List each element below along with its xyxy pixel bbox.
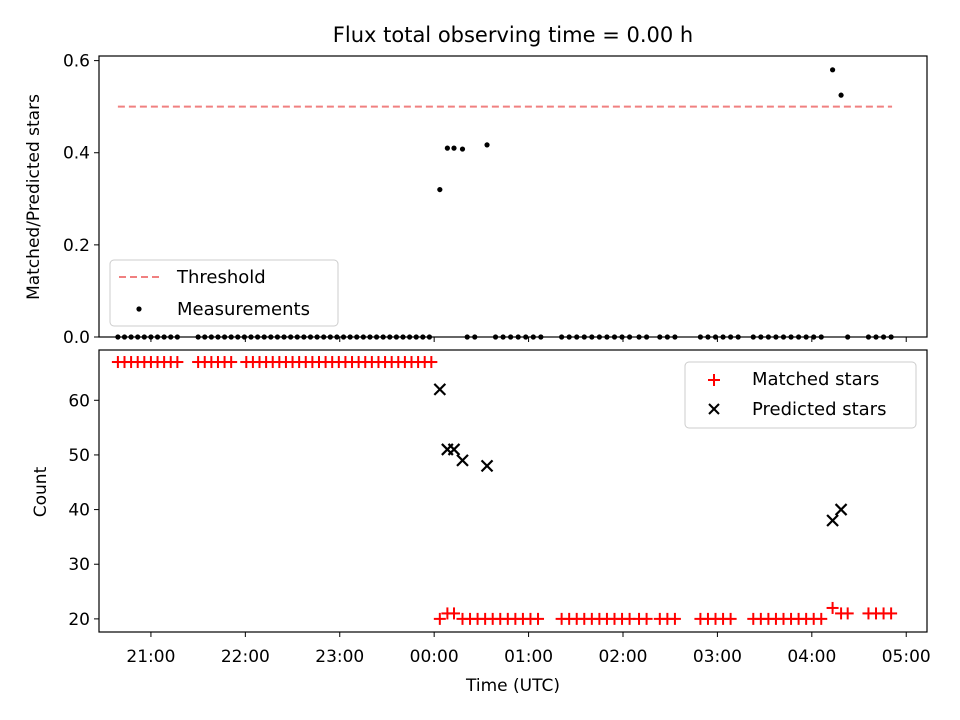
top-y-tick-label: 0.6 bbox=[63, 52, 90, 72]
predicted-star-point bbox=[480, 459, 494, 473]
predicted-star-point bbox=[826, 514, 839, 527]
top-y-tick-label: 0.0 bbox=[63, 328, 90, 348]
bottom-y-tick-label: 40 bbox=[68, 501, 90, 521]
bottom-y-tick-label: 60 bbox=[68, 391, 90, 411]
legend-predicted-label: Predicted stars bbox=[752, 399, 886, 420]
top-plot-frame bbox=[98, 55, 928, 338]
matched-star-point bbox=[668, 612, 681, 625]
measurement-point bbox=[829, 67, 836, 73]
x-tick-label: 01:00 bbox=[504, 647, 553, 667]
matched-star-point bbox=[724, 612, 737, 625]
matched-stars-series bbox=[111, 356, 898, 625]
x-tick-label: 05:00 bbox=[882, 647, 931, 667]
matched-star-point bbox=[433, 612, 446, 625]
matched-star-point bbox=[841, 607, 854, 620]
legend-matched-swatch bbox=[708, 374, 720, 386]
matched-star-point bbox=[640, 612, 653, 625]
matched-star-point bbox=[425, 356, 438, 369]
measurement-point bbox=[484, 142, 490, 148]
legend-matched-label: Matched stars bbox=[752, 369, 879, 390]
bottom-y-tick-label: 20 bbox=[68, 610, 90, 630]
bottom-plot-frame bbox=[98, 349, 928, 633]
top-y-axis-label: Matched/Predicted stars bbox=[24, 94, 44, 300]
top-y-tick-label: 0.4 bbox=[63, 144, 90, 164]
matched-star-point bbox=[532, 612, 545, 625]
matched-star-point bbox=[815, 612, 828, 625]
top-legend-box bbox=[109, 259, 339, 327]
matched-star-point bbox=[225, 356, 238, 369]
x-tick-label: 04:00 bbox=[787, 647, 836, 667]
predicted-stars-series bbox=[433, 383, 848, 527]
measurement-point bbox=[451, 145, 457, 151]
legend-measurements-label: Measurements bbox=[177, 299, 310, 320]
measurement-point bbox=[459, 146, 466, 152]
x-tick-label: 21:00 bbox=[126, 647, 175, 667]
measurement-point bbox=[437, 186, 443, 193]
legend-threshold-label: Threshold bbox=[176, 267, 266, 288]
predicted-star-point bbox=[456, 454, 469, 467]
x-tick-label: 00:00 bbox=[410, 647, 459, 667]
predicted-star-point bbox=[834, 503, 848, 516]
legend-predicted-swatch bbox=[708, 403, 720, 415]
top-panel: Flux total observing time = 0.00 h Match… bbox=[24, 23, 928, 348]
measurement-point bbox=[838, 92, 844, 98]
x-axis-label: Time (UTC) bbox=[465, 676, 560, 696]
x-tick-label: 23:00 bbox=[315, 647, 364, 667]
top-legend: Threshold Measurements bbox=[109, 259, 339, 327]
predicted-star-point bbox=[447, 443, 461, 456]
x-tick-label: 02:00 bbox=[598, 647, 647, 667]
matched-star-point bbox=[885, 607, 898, 620]
x-tick-label: 22:00 bbox=[221, 647, 270, 667]
top-y-tick-label: 0.2 bbox=[63, 236, 90, 256]
bottom-axis-ticks: 20 30 40 50 60 21:00 22:00 23:00 00:00 01:00 02:00… bbox=[68, 391, 930, 667]
bottom-panel: Count Time (UTC) 20 30 40 50 60 21:00 22:00 23:… bbox=[31, 349, 931, 696]
top-axis-ticks: 0.0 0.2 0.4 0.6 bbox=[63, 52, 907, 348]
predicted-star-point bbox=[433, 383, 447, 396]
x-tick-label: 03:00 bbox=[693, 647, 742, 667]
bottom-legend-box bbox=[684, 361, 917, 429]
matched-star-point bbox=[447, 607, 460, 620]
chart-title: Flux total observing time = 0.00 h bbox=[333, 23, 693, 47]
bottom-y-tick-label: 50 bbox=[68, 446, 90, 466]
bottom-y-axis-label: Count bbox=[31, 466, 51, 517]
legend-measurements-swatch bbox=[136, 306, 142, 312]
bottom-legend: Matched stars Predicted stars bbox=[684, 361, 917, 429]
measurement-point bbox=[444, 145, 450, 151]
bottom-y-tick-label: 30 bbox=[68, 555, 90, 575]
matched-star-point bbox=[826, 601, 839, 614]
matched-star-point bbox=[171, 356, 184, 369]
